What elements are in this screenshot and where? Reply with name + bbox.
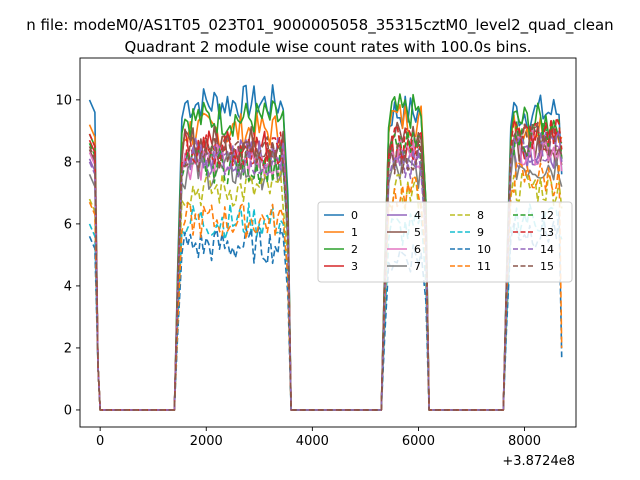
x-tick-label: 6000	[402, 434, 435, 449]
x-tick-label: 8000	[508, 434, 541, 449]
legend-label-0: 0	[351, 209, 358, 222]
x-tick-label: 0	[96, 434, 104, 449]
figure-suptitle: n file: modeM0/AS1T05_023T01_9000005058_…	[26, 16, 613, 35]
series-layer	[88, 84, 563, 411]
series-line-9	[88, 202, 563, 411]
legend-label-4: 4	[414, 209, 421, 222]
chart-title: Quadrant 2 module wise count rates with …	[124, 38, 531, 56]
legend-label-1: 1	[351, 226, 358, 239]
legend-label-2: 2	[351, 243, 358, 256]
legend-label-15: 15	[540, 260, 554, 273]
legend-label-11: 11	[477, 260, 491, 273]
series-line-6	[88, 127, 563, 411]
x-offset-label: +3.8724e8	[502, 454, 575, 469]
legend-label-5: 5	[414, 226, 421, 239]
legend-label-13: 13	[540, 226, 554, 239]
x-tick-label: 2000	[190, 434, 223, 449]
legend-label-9: 9	[477, 226, 484, 239]
y-tick-label: 0	[64, 403, 72, 418]
y-tick-label: 10	[55, 93, 72, 108]
plot-frame	[79, 57, 577, 428]
series-line-3	[88, 125, 563, 411]
series-line-0	[88, 84, 563, 411]
x-tick-label: 4000	[296, 434, 329, 449]
legend-label-12: 12	[540, 209, 554, 222]
legend-label-3: 3	[351, 260, 358, 273]
legend-label-7: 7	[414, 260, 421, 273]
y-tick-label: 8	[64, 155, 72, 170]
legend-label-10: 10	[477, 243, 491, 256]
legend-label-8: 8	[477, 209, 484, 222]
legend-label-14: 14	[540, 243, 554, 256]
series-line-2	[88, 93, 563, 411]
legend-label-6: 6	[414, 243, 421, 256]
y-tick-label: 4	[64, 279, 72, 294]
series-line-14	[88, 131, 563, 411]
series-line-15	[88, 121, 563, 411]
legend-box	[317, 201, 573, 283]
y-tick-label: 2	[64, 341, 72, 356]
series-line-11	[88, 160, 563, 411]
series-line-13	[88, 117, 563, 411]
y-tick-label: 6	[64, 217, 72, 232]
